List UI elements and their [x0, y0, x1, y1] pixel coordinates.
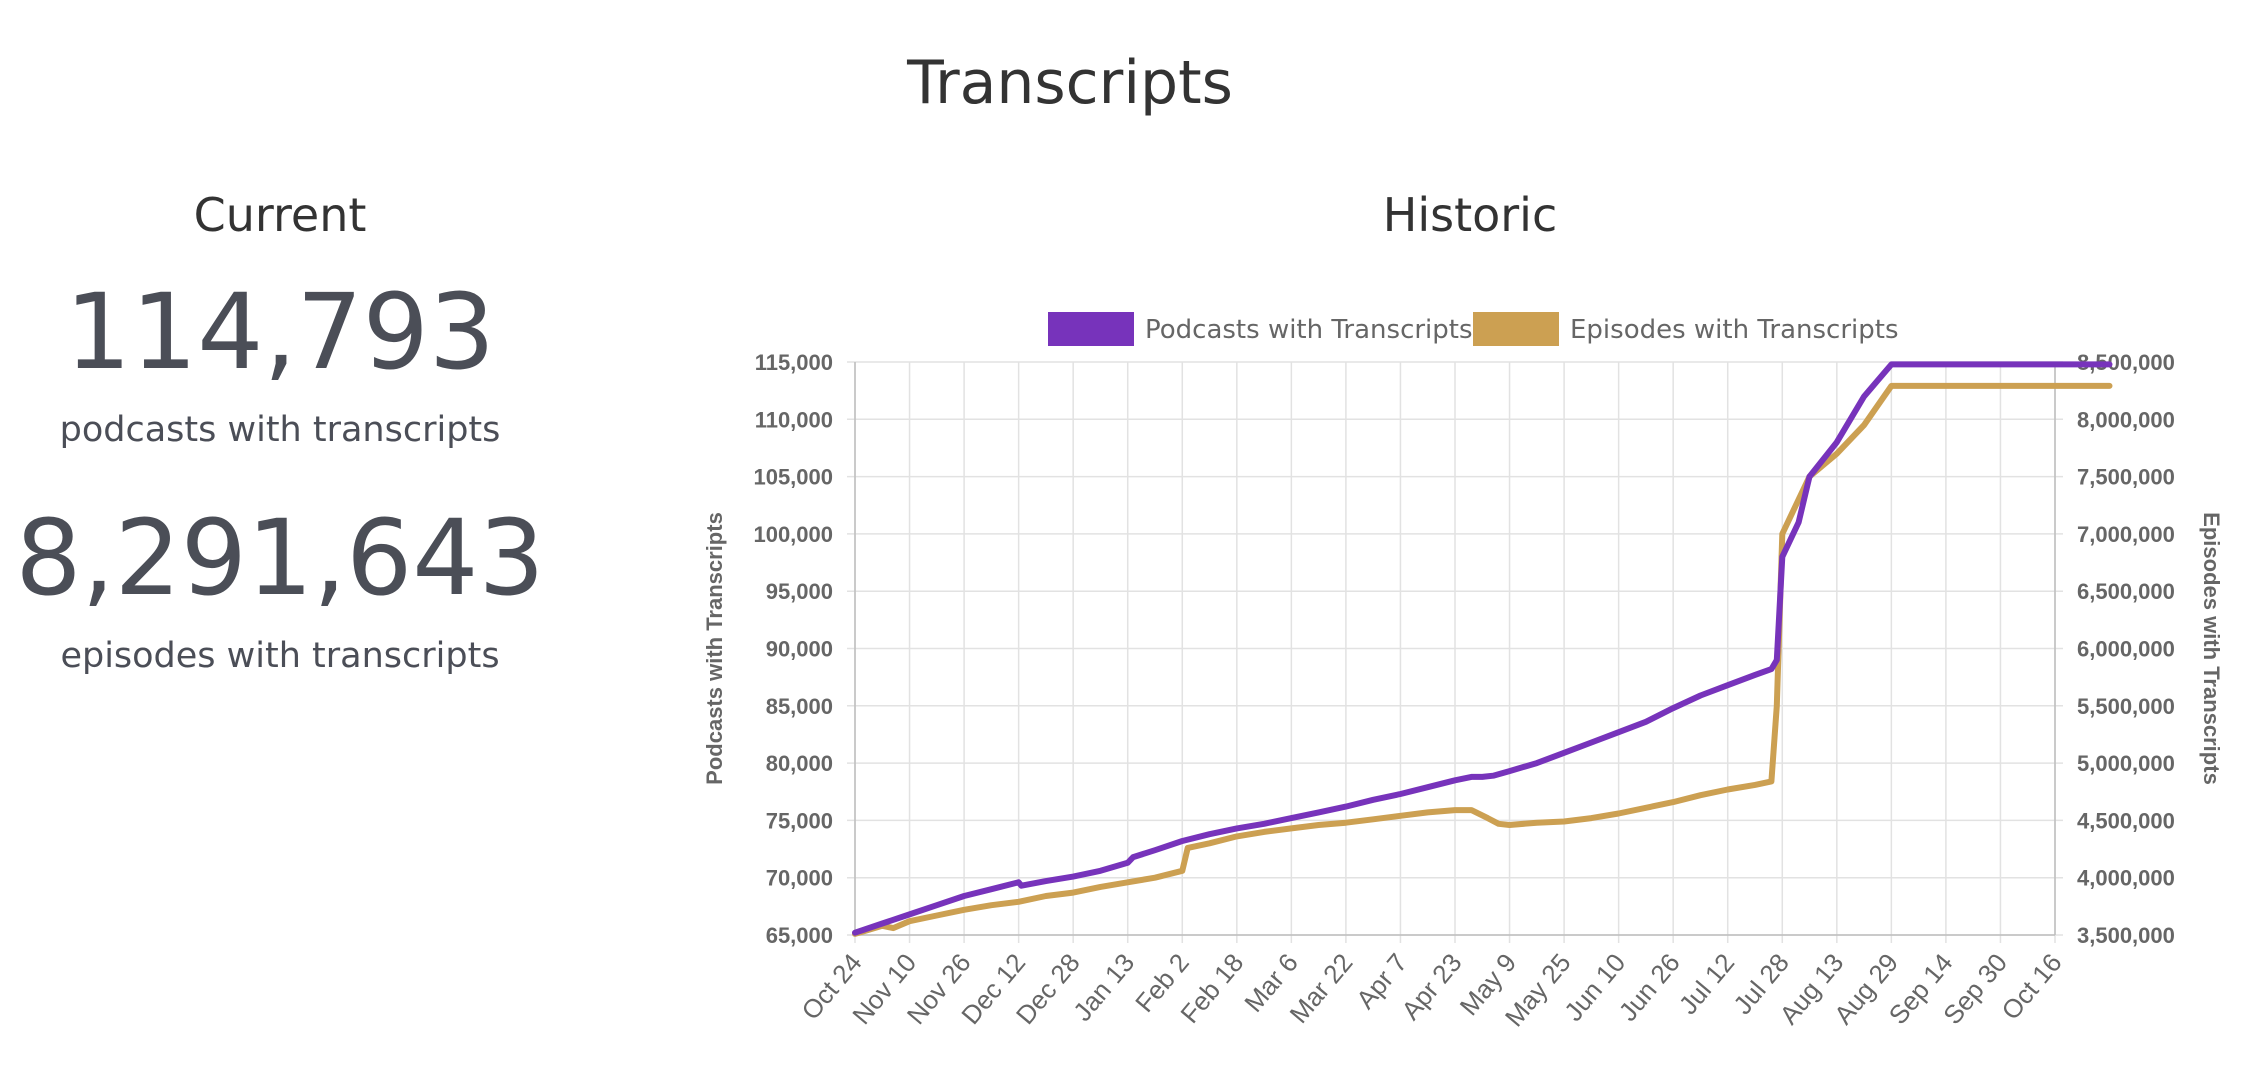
- current-panel: Current 114,793 podcasts with transcript…: [0, 188, 560, 676]
- y-left-tick-label: 105,000: [753, 465, 833, 490]
- y-right-tick-label: 7,000,000: [2077, 522, 2175, 547]
- y-right-tick-label: 3,500,000: [2077, 923, 2175, 948]
- legend-label: Episodes with Transcripts: [1570, 315, 1899, 345]
- y-left-tick-label: 85,000: [766, 694, 833, 719]
- y-left-axis-title: Podcasts with Transcripts: [702, 512, 727, 785]
- episodes-label: episodes with transcripts: [60, 636, 500, 676]
- y-right-tick-label: 5,000,000: [2077, 751, 2175, 776]
- y-left-tick-label: 70,000: [766, 866, 833, 891]
- y-right-axis-title: Episodes with Transcripts: [2199, 512, 2224, 785]
- y-left-tick-label: 65,000: [766, 923, 833, 948]
- y-left-tick-label: 75,000: [766, 808, 833, 833]
- y-right-tick-label: 6,000,000: [2077, 637, 2175, 662]
- y-right-tick-label: 7,500,000: [2077, 465, 2175, 490]
- podcasts-count: 114,793: [64, 271, 496, 393]
- y-left-tick-label: 80,000: [766, 751, 833, 776]
- x-tick-label: Jan 13: [1067, 948, 1140, 1027]
- x-tick-label: Apr 23: [1395, 948, 1467, 1026]
- series-line-podcasts: [852, 361, 2113, 936]
- current-heading: Current: [193, 188, 367, 242]
- y-left-tick-label: 100,000: [753, 522, 833, 547]
- series-line-episodes: [852, 382, 2113, 937]
- legend-swatch: [1048, 312, 1134, 346]
- y-left-tick-label: 95,000: [766, 579, 833, 604]
- y-right-tick-label: 8,000,000: [2077, 407, 2175, 432]
- x-tick-label: Jul 12: [1673, 948, 1741, 1020]
- y-right-tick-label: 4,000,000: [2077, 866, 2175, 891]
- y-right-tick-label: 5,500,000: [2077, 694, 2175, 719]
- y-left-tick-label: 110,000: [755, 407, 833, 432]
- y-left-tick-label: 90,000: [766, 637, 833, 662]
- y-right-tick-label: 4,500,000: [2077, 808, 2175, 833]
- historic-heading: Historic: [1382, 188, 1558, 242]
- page-title: Transcripts: [907, 48, 1233, 118]
- podcasts-label: podcasts with transcripts: [59, 410, 501, 450]
- x-tick-label: Oct 16: [1995, 948, 2067, 1026]
- legend-swatch: [1473, 312, 1559, 346]
- y-right-tick-label: 6,500,000: [2077, 579, 2175, 604]
- y-left-tick-label: 115,000: [755, 350, 833, 375]
- legend-label: Podcasts with Transcripts: [1145, 315, 1473, 345]
- episodes-count: 8,291,643: [15, 497, 545, 619]
- x-tick-label: Jun 26: [1613, 948, 1686, 1027]
